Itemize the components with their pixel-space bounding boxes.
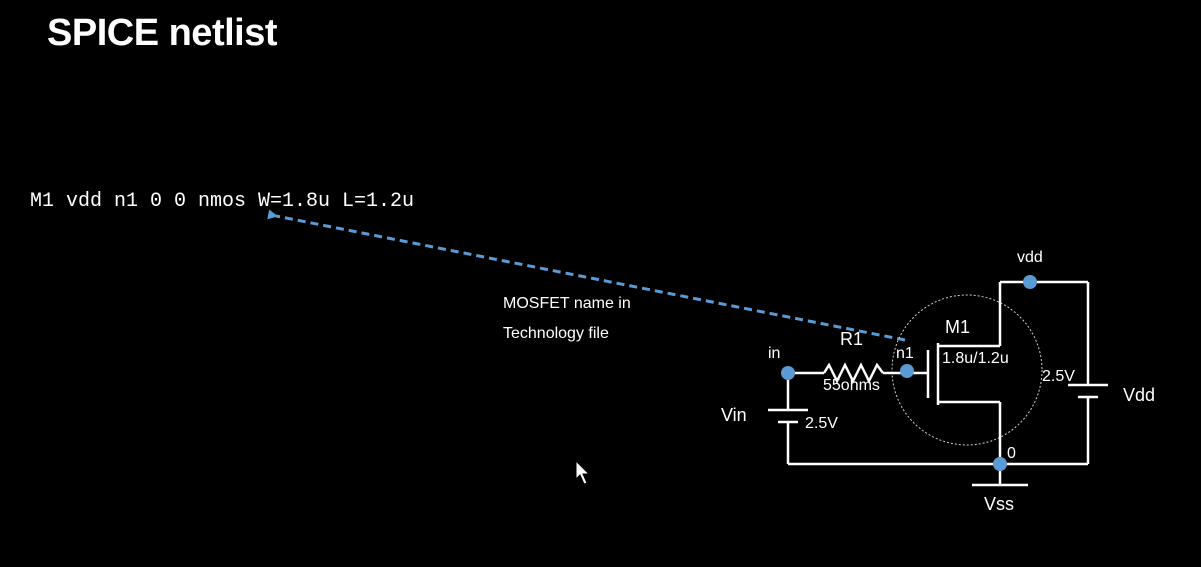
slide-title: SPICE netlist <box>47 12 278 54</box>
label-node-0: 0 <box>1007 445 1016 462</box>
mouse-cursor-icon <box>575 459 591 485</box>
label-vin-source: Vin <box>721 405 747 425</box>
label-node-vdd: vdd <box>1017 249 1043 266</box>
label-transistor-name: M1 <box>945 317 970 337</box>
annotation-line-1: MOSFET name in <box>503 295 631 312</box>
label-node-in: in <box>768 345 780 362</box>
node-dot-0 <box>993 457 1007 471</box>
mosfet-highlight-circle <box>891 294 1043 446</box>
resistor-symbol <box>822 362 884 384</box>
label-resistor-value: 55ohms <box>823 377 880 394</box>
node-dot-vdd <box>1023 275 1037 289</box>
label-vin-value: 2.5V <box>805 415 838 432</box>
node-dot-in <box>781 366 795 380</box>
label-vdd-source: Vdd <box>1123 385 1155 405</box>
annotation-arrow <box>267 209 906 342</box>
annotation-text: MOSFET name in Technology file <box>503 295 635 342</box>
netlist-line: M1 vdd n1 0 0 nmos W=1.8u L=1.2u <box>30 190 415 213</box>
label-transistor-size: 1.8u/1.2u <box>942 350 1009 367</box>
label-vdd-value: 2.5V <box>1042 368 1075 385</box>
label-resistor-name: R1 <box>840 329 863 349</box>
label-ground-vss: Vss <box>984 494 1014 514</box>
node-dot-n1 <box>900 364 914 378</box>
label-node-n1: n1 <box>896 345 914 362</box>
annotation-line-2: Technology file <box>503 325 609 342</box>
